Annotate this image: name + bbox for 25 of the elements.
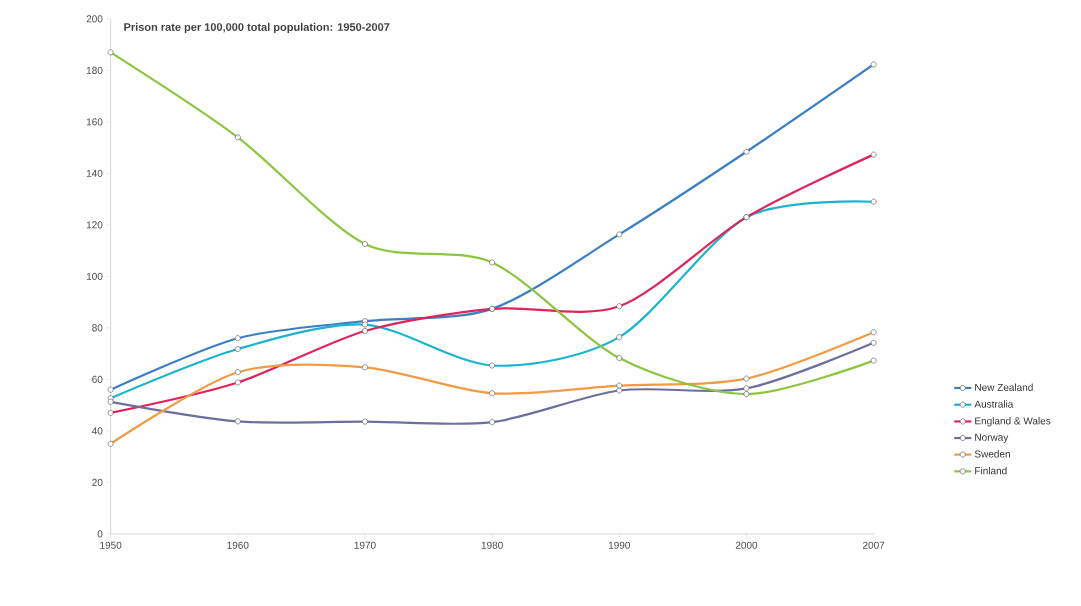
legend-label: Australia: [974, 400, 1014, 408]
x-tick-label: 1970: [354, 541, 376, 549]
x-tick-label: 1960: [227, 541, 249, 549]
y-tick-label: 160: [86, 118, 103, 126]
y-tick-label: 60: [92, 375, 103, 383]
y-tick-label: 40: [91, 427, 103, 435]
chart-title: Prison rate per 100,000 total population: 1950-2007: [124, 22, 390, 34]
y-tick-label: 100: [86, 272, 103, 280]
legend-label: Sweden: [974, 450, 1010, 458]
x-tick-label: 1980: [481, 541, 503, 549]
y-tick-label: 200: [86, 15, 103, 23]
y-tick-label: 180: [86, 66, 103, 74]
x-tick-label: 2007: [863, 541, 885, 549]
legend-label: Norway: [975, 433, 1009, 443]
legend-label: Finland: [975, 466, 1007, 475]
x-tick-label: 1950: [100, 541, 122, 549]
x-tick-label: 2000: [735, 541, 758, 549]
legend-label: England & Wales: [975, 417, 1051, 427]
y-tick-label: 80: [92, 324, 103, 332]
x-tick-label: 1990: [608, 541, 631, 549]
y-tick-label: 0: [97, 530, 103, 538]
y-tick-label: 20: [92, 478, 103, 486]
y-tick-label: 120: [86, 221, 103, 229]
y-tick-label: 140: [86, 169, 103, 177]
legend-label: New Zealand: [975, 383, 1033, 391]
